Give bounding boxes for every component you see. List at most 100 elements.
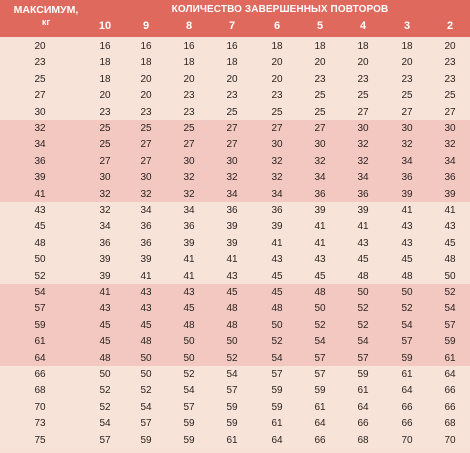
weight-cell: 59	[401, 352, 413, 364]
weight-cell: 34	[140, 205, 152, 216]
weight-cell: 18	[401, 41, 413, 52]
weight-cell: 27	[99, 155, 111, 167]
weight-cell: 16	[140, 41, 152, 52]
weight-cell: 45	[226, 287, 238, 298]
weight-cell: 45	[314, 270, 326, 282]
weight-cell: 43	[99, 303, 111, 315]
weight-cell: 59	[357, 369, 369, 380]
weight-cell: 18	[271, 41, 283, 52]
weight-cell: 27	[401, 106, 413, 118]
weight-cell: 50	[401, 287, 413, 298]
max-weight-cell: 45	[34, 221, 46, 233]
rep-column-header: 5	[316, 20, 324, 32]
weight-cell: 52	[140, 385, 152, 397]
weight-cell: 32	[226, 172, 238, 184]
weight-cell: 43	[183, 287, 195, 298]
weight-cell: 34	[226, 188, 238, 200]
weight-cell: 66	[444, 401, 456, 413]
weight-cell: 32	[271, 172, 283, 184]
weight-cell: 34	[314, 172, 326, 184]
weight-cell: 43	[271, 254, 283, 266]
weight-cell: 57	[314, 352, 326, 364]
max-weight-cell: 23	[34, 57, 46, 69]
weight-cell: 41	[357, 221, 369, 233]
weight-cell: 32	[444, 139, 456, 151]
weight-cell: 64	[401, 385, 413, 397]
weight-cell: 20	[401, 57, 413, 69]
weight-cell: 52	[271, 336, 283, 348]
weight-cell: 34	[183, 205, 195, 216]
weight-cell: 43	[314, 254, 326, 266]
weight-cell: 52	[183, 369, 195, 380]
weight-cell: 36	[271, 205, 283, 216]
weight-cell: 18	[99, 57, 111, 69]
weight-cell: 36	[401, 172, 413, 184]
weight-cell: 57	[140, 418, 152, 430]
max-weight-cell: 59	[34, 319, 46, 331]
table-row: 75 57 59 59 61 64 66 68 70 70	[0, 433, 470, 449]
weight-cell: 54	[444, 303, 456, 315]
weight-cell: 52	[357, 319, 369, 331]
weight-cell: 50	[99, 369, 111, 380]
weight-cell: 23	[183, 90, 195, 102]
weight-cell: 20	[226, 73, 238, 85]
weight-cell: 23	[271, 90, 283, 102]
weight-cell: 20	[183, 73, 195, 85]
weight-cell: 41	[444, 205, 456, 216]
weight-cell: 16	[226, 41, 238, 52]
weight-cell: 25	[183, 123, 195, 134]
weight-cell: 32	[357, 155, 369, 167]
weight-cell: 25	[357, 90, 369, 102]
weight-cell: 23	[140, 106, 152, 118]
weight-cell: 36	[99, 237, 111, 249]
weight-cell: 27	[314, 123, 326, 134]
weight-cell: 32	[99, 205, 111, 216]
table-row: 59 45 45 48 48 50 52 52 54 57	[0, 318, 470, 334]
max-weight-cell: 54	[34, 287, 46, 298]
max-weight-cell: 48	[34, 237, 46, 249]
weight-cell: 32	[183, 188, 195, 200]
max-weight-cell: 57	[34, 303, 46, 315]
weight-cell: 20	[444, 41, 456, 52]
weight-cell: 18	[183, 57, 195, 69]
weight-cell: 61	[226, 434, 238, 446]
weight-cell: 32	[401, 139, 413, 151]
weight-cell: 57	[226, 385, 238, 397]
table-row: 36 27 27 30 30 32 32 32 34 34	[0, 154, 470, 170]
max-weight-cell: 43	[34, 205, 46, 216]
weight-cell: 54	[140, 401, 152, 413]
weight-cell: 41	[183, 254, 195, 266]
weight-cell: 30	[271, 139, 283, 151]
weight-cell: 30	[226, 155, 238, 167]
weight-cell: 52	[99, 401, 111, 413]
table-row: 64 48 50 50 52 54 57 57 59 61	[0, 351, 470, 367]
weight-cell: 45	[99, 336, 111, 348]
weight-cell: 66	[444, 385, 456, 397]
weight-cell: 25	[99, 139, 111, 151]
weight-cell: 23	[401, 73, 413, 85]
max-column-header: МАКСИМУМ, кг	[6, 4, 86, 28]
rep-column-header: 3	[403, 20, 411, 32]
weight-cell: 25	[271, 106, 283, 118]
max-weight-cell: 32	[34, 123, 46, 134]
weight-cell: 36	[314, 188, 326, 200]
max-weight-cell: 39	[34, 172, 46, 184]
weight-cell: 34	[401, 155, 413, 167]
weight-cell: 50	[226, 336, 238, 348]
weight-cell: 30	[183, 155, 195, 167]
weight-cell: 61	[314, 401, 326, 413]
weight-cell: 27	[444, 106, 456, 118]
weight-cell: 45	[401, 254, 413, 266]
weight-cell: 39	[401, 188, 413, 200]
weight-cell: 50	[444, 270, 456, 282]
weight-cell: 30	[357, 123, 369, 134]
weight-cell: 50	[140, 352, 152, 364]
weight-cell: 59	[271, 401, 283, 413]
weight-cell: 50	[314, 303, 326, 315]
weight-cell: 50	[183, 352, 195, 364]
weight-cell: 57	[183, 401, 195, 413]
weight-cell: 36	[226, 205, 238, 216]
weight-cell: 43	[401, 221, 413, 233]
weight-cell: 23	[357, 73, 369, 85]
max-weight-cell: 41	[34, 188, 46, 200]
